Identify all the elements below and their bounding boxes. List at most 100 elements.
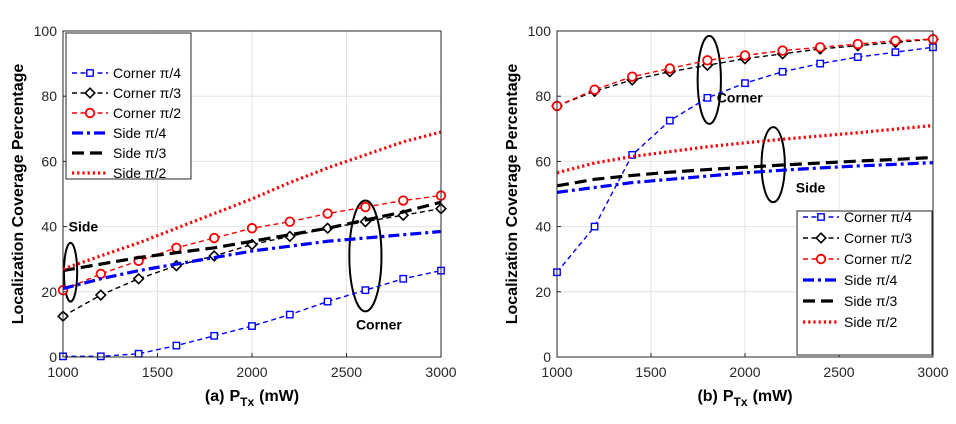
- x-tick-label: 1000: [47, 364, 78, 380]
- series-side-4: [62, 200, 442, 273]
- series-side-5: [556, 123, 934, 175]
- square-marker: [703, 93, 712, 102]
- y-tick-label: 60: [41, 153, 57, 169]
- x-tick-label: 1000: [541, 364, 572, 380]
- circle-marker: [739, 50, 751, 61]
- series-line: [556, 161, 934, 194]
- legend-label: Corner π/2: [113, 105, 181, 121]
- x-tick-label: 3000: [917, 364, 948, 380]
- diamond-marker: [94, 289, 107, 301]
- series-line: [556, 123, 934, 175]
- square-marker: [590, 222, 599, 231]
- square-marker: [323, 297, 332, 306]
- x-axis-unit: (mW): [753, 388, 793, 405]
- annotation-label: Corner: [717, 90, 763, 106]
- legend-square-marker: [817, 213, 825, 221]
- x-axis-sub: Tx: [734, 395, 748, 409]
- y-tick-label: 0: [49, 349, 57, 365]
- legend-square-marker: [86, 69, 94, 77]
- circle-marker: [627, 71, 638, 82]
- circle-marker: [360, 201, 371, 213]
- y-axis-label: Localization Coverage Percentage: [504, 64, 521, 325]
- y-axis-label: Localization Coverage Percentage: [10, 64, 27, 325]
- legend-diamond-marker: [84, 87, 96, 99]
- legend-label: Side π/3: [844, 293, 897, 309]
- legend: Corner π/4 Corner π/3 Corner π/2 Side π/4 Si…: [65, 32, 192, 181]
- square-marker: [891, 48, 900, 57]
- x-axis-label: (a) PTx (mW): [205, 388, 299, 409]
- series-line: [62, 200, 442, 273]
- legend-label: Side π/3: [113, 145, 166, 161]
- legend-diamond-marker: [815, 232, 827, 244]
- annotation-ellipse: [696, 34, 722, 125]
- annotation-label: Side: [796, 179, 826, 195]
- circle-marker: [815, 42, 826, 53]
- x-tick-label: 1500: [635, 364, 666, 380]
- square-marker: [816, 59, 825, 68]
- circle-marker: [398, 195, 409, 206]
- legend-label: Side π/2: [844, 314, 897, 330]
- y-tick-label: 20: [535, 284, 551, 300]
- series-line: [62, 229, 442, 291]
- series-line: [62, 207, 442, 317]
- series-side-3: [62, 229, 442, 291]
- circle-marker: [852, 38, 864, 50]
- x-axis-var: P: [723, 388, 734, 405]
- x-axis-sub: Tx: [240, 395, 254, 409]
- annotation-ellipse: [760, 126, 786, 204]
- diamond-marker: [208, 250, 221, 262]
- circle-marker: [322, 208, 333, 219]
- square-marker: [778, 67, 787, 76]
- x-tick-label: 2000: [236, 364, 267, 380]
- x-axis-label: (b) PTx (mW): [697, 388, 792, 409]
- circle-marker: [246, 223, 258, 234]
- square-marker: [96, 352, 105, 361]
- series-line: [63, 269, 442, 358]
- circle-marker: [208, 232, 220, 244]
- legend-label: Side π/2: [113, 165, 166, 181]
- y-tick-label: 0: [543, 349, 551, 365]
- legend-label: Corner π/3: [844, 230, 912, 246]
- circle-marker: [95, 268, 107, 280]
- x-tick-label: 1500: [142, 364, 173, 380]
- series-corner-2: [551, 33, 939, 112]
- circle-marker: [589, 84, 600, 95]
- legend-label: Corner π/4: [844, 209, 912, 225]
- circle-marker: [284, 216, 296, 227]
- square-marker: [853, 53, 862, 61]
- square-marker: [172, 341, 181, 350]
- legend-circle-marker: [84, 107, 96, 119]
- square-marker: [248, 322, 256, 330]
- y-tick-label: 80: [41, 88, 57, 104]
- x-axis-caption: (b): [697, 388, 717, 405]
- legend-label: Corner π/3: [113, 85, 181, 101]
- square-marker: [628, 150, 637, 159]
- square-marker: [285, 310, 294, 319]
- x-axis-caption: (a): [205, 388, 225, 405]
- x-tick-label: 3000: [425, 364, 456, 380]
- legend: Corner π/4 Corner π/3 Corner π/2 Side π/4 Si…: [796, 209, 933, 356]
- y-tick-label: 80: [535, 88, 551, 104]
- square-marker: [134, 349, 143, 358]
- legend-circle-marker: [815, 253, 827, 265]
- square-marker: [361, 286, 370, 295]
- y-tick-label: 100: [34, 23, 58, 39]
- diamond-marker: [132, 272, 145, 285]
- x-tick-label: 2500: [331, 364, 362, 380]
- annotation-label: Side: [69, 218, 99, 234]
- chart-1: Corner Side 1000 1500 2000 2500 3000 0 20 40 60 80 1…: [504, 23, 949, 409]
- legend-label: Side π/4: [113, 125, 166, 141]
- circle-marker: [890, 35, 901, 46]
- y-tick-label: 40: [535, 219, 551, 235]
- circle-marker: [664, 63, 676, 74]
- series-corner-0: [553, 43, 937, 277]
- annotation-ellipse: [348, 199, 383, 313]
- x-tick-label: 2500: [823, 364, 854, 380]
- y-tick-label: 60: [535, 153, 551, 169]
- legend-box: [65, 32, 192, 180]
- square-marker: [741, 79, 749, 88]
- legend-label: Corner π/4: [113, 65, 181, 81]
- square-marker: [665, 116, 674, 125]
